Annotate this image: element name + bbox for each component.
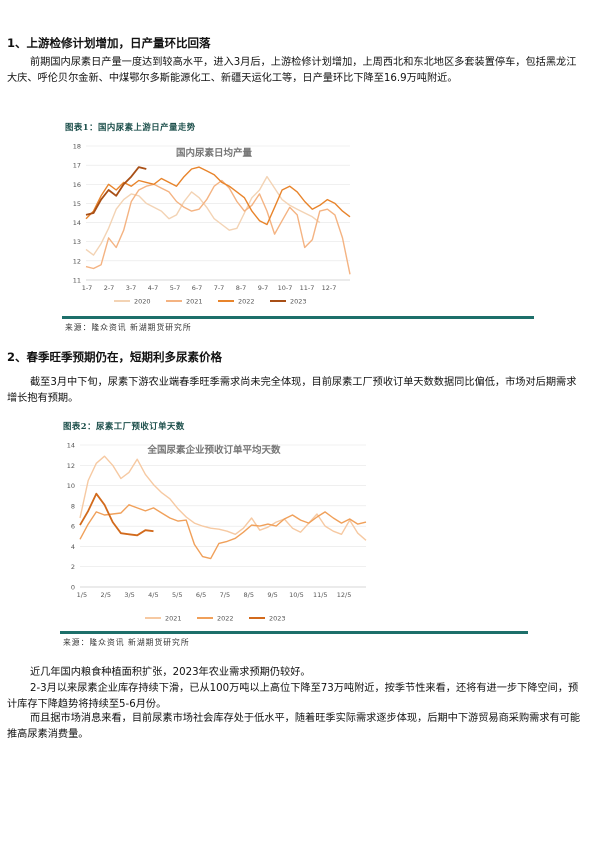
x-tick-label: 3/5 [124,591,134,599]
y-tick-label: 12 [67,462,75,470]
closing-paragraph-2: 2-3月以来尿素企业库存持续下滑，已从100万吨以上高位下降至73万吨附近，按季… [7,683,579,710]
x-tick-label: 7/5 [220,591,230,599]
chart-title: 全国尿素企业预收订单平均天数 [146,444,281,456]
closing-paragraph-3: 而且据市场消息来看，目前尿素市场社会库存处于低水平，随着旺季实际需求逐步体现，后… [7,713,581,740]
x-tick-label: 9-7 [258,284,269,292]
series-line-2022 [79,504,367,560]
y-tick-label: 14 [67,442,75,450]
legend-label-2023: 2023 [290,298,307,306]
series-line-2023 [85,166,147,216]
x-tick-label: 5/5 [172,591,182,599]
x-tick-label: 4-7 [148,284,159,292]
figure2-label: 图表2：尿素工厂预收订单天数 [63,421,185,431]
y-tick-label: 17 [73,162,81,170]
legend-label-2022: 2022 [238,298,255,306]
x-tick-label: 7-7 [214,284,225,292]
x-tick-label: 12/5 [337,591,352,599]
x-tick-label: 6-7 [192,284,203,292]
section2-paragraph: 截至3月中下旬，尿素下游农业端春季旺季需求尚未完全体现，目前尿素工厂预收订单天数… [7,377,577,404]
y-tick-label: 6 [71,523,75,531]
x-tick-label: 8-7 [236,284,247,292]
section2-heading: 2、春季旺季预期仍在，短期利多尿素价格 [7,350,222,364]
x-tick-label: 2/5 [101,591,111,599]
chart-daily-output: 11 12 13 14 15 16 17 18 1-7 2-7 3-7 4-7 5-7 6-7 7-7 8-7… [73,143,351,306]
y-tick-label: 4 [71,543,75,551]
y-tick-label: 12 [73,257,81,265]
x-tick-label: 6/5 [196,591,206,599]
series-line-2023 [79,492,154,537]
y-tick-label: 10 [67,482,75,490]
legend-label-2023: 2023 [269,615,286,623]
figure1-rule [62,316,534,319]
figure2-source: 来源：隆众资讯 新湖期货研究所 [63,638,190,647]
y-tick-label: 0 [71,584,75,592]
y-tick-label: 14 [73,219,81,227]
section1-heading: 1、上游检修计划增加，日产量环比回落 [7,36,211,50]
x-tick-label: 12-7 [322,284,337,292]
figure2: 图表2：尿素工厂预收订单天数 0 2 4 6 8 10 12 14 1/5 2/5 3/5 4/5 5/… [60,417,528,653]
y-tick-label: 13 [73,238,81,246]
series-line-2021 [85,179,351,275]
figure1-label: 图表1：国内尿素上游日产量走势 [65,122,196,132]
y-tick-label: 2 [71,563,75,571]
x-tick-label: 1-7 [82,284,93,292]
x-tick-label: 4/5 [148,591,158,599]
x-tick-label: 2-7 [104,284,115,292]
legend-label-2021: 2021 [186,298,203,306]
y-tick-label: 18 [73,143,81,151]
section1-paragraph: 前期国内尿素日产量一度达到较高水平，进入3月后，上游检修计划增加，上周西北和东北… [7,57,577,84]
y-tick-label: 8 [71,502,75,510]
x-tick-label: 8/5 [244,591,254,599]
figure1: 图表1：国内尿素上游日产量走势 11 12 13 14 15 16 17 18 1-7 2-7 3-… [62,118,534,338]
x-tick-label: 11/5 [313,591,328,599]
x-tick-label: 10-7 [278,284,293,292]
x-tick-label: 11-7 [300,284,315,292]
x-tick-label: 5-7 [170,284,181,292]
legend-label-2020: 2020 [134,298,151,306]
series-line-2020 [85,175,321,256]
figure2-rule [60,631,528,634]
y-tick-label: 11 [73,277,81,285]
x-tick-label: 1/5 [77,591,87,599]
legend-label-2021: 2021 [165,615,182,623]
legend-label-2022: 2022 [217,615,234,623]
figure1-source: 来源：隆众资讯 新湖期货研究所 [65,323,192,332]
closing-paragraph-1: 近几年国内粮食种植面积扩张，2023年农业需求预期仍较好。 [30,667,311,678]
y-tick-label: 15 [73,200,81,208]
y-tick-label: 16 [73,181,81,189]
series-line-2022 [85,166,351,226]
x-tick-label: 9/5 [267,591,277,599]
x-tick-label: 10/5 [289,591,304,599]
chart-title: 国内尿素日均产量 [176,147,253,159]
x-tick-label: 3-7 [126,284,137,292]
chart-order-days: 0 2 4 6 8 10 12 14 1/5 2/5 3/5 4/5 5/5 6/5 7/5 8/5 9/5 10… [67,442,367,623]
series-line-2021 [79,455,367,541]
